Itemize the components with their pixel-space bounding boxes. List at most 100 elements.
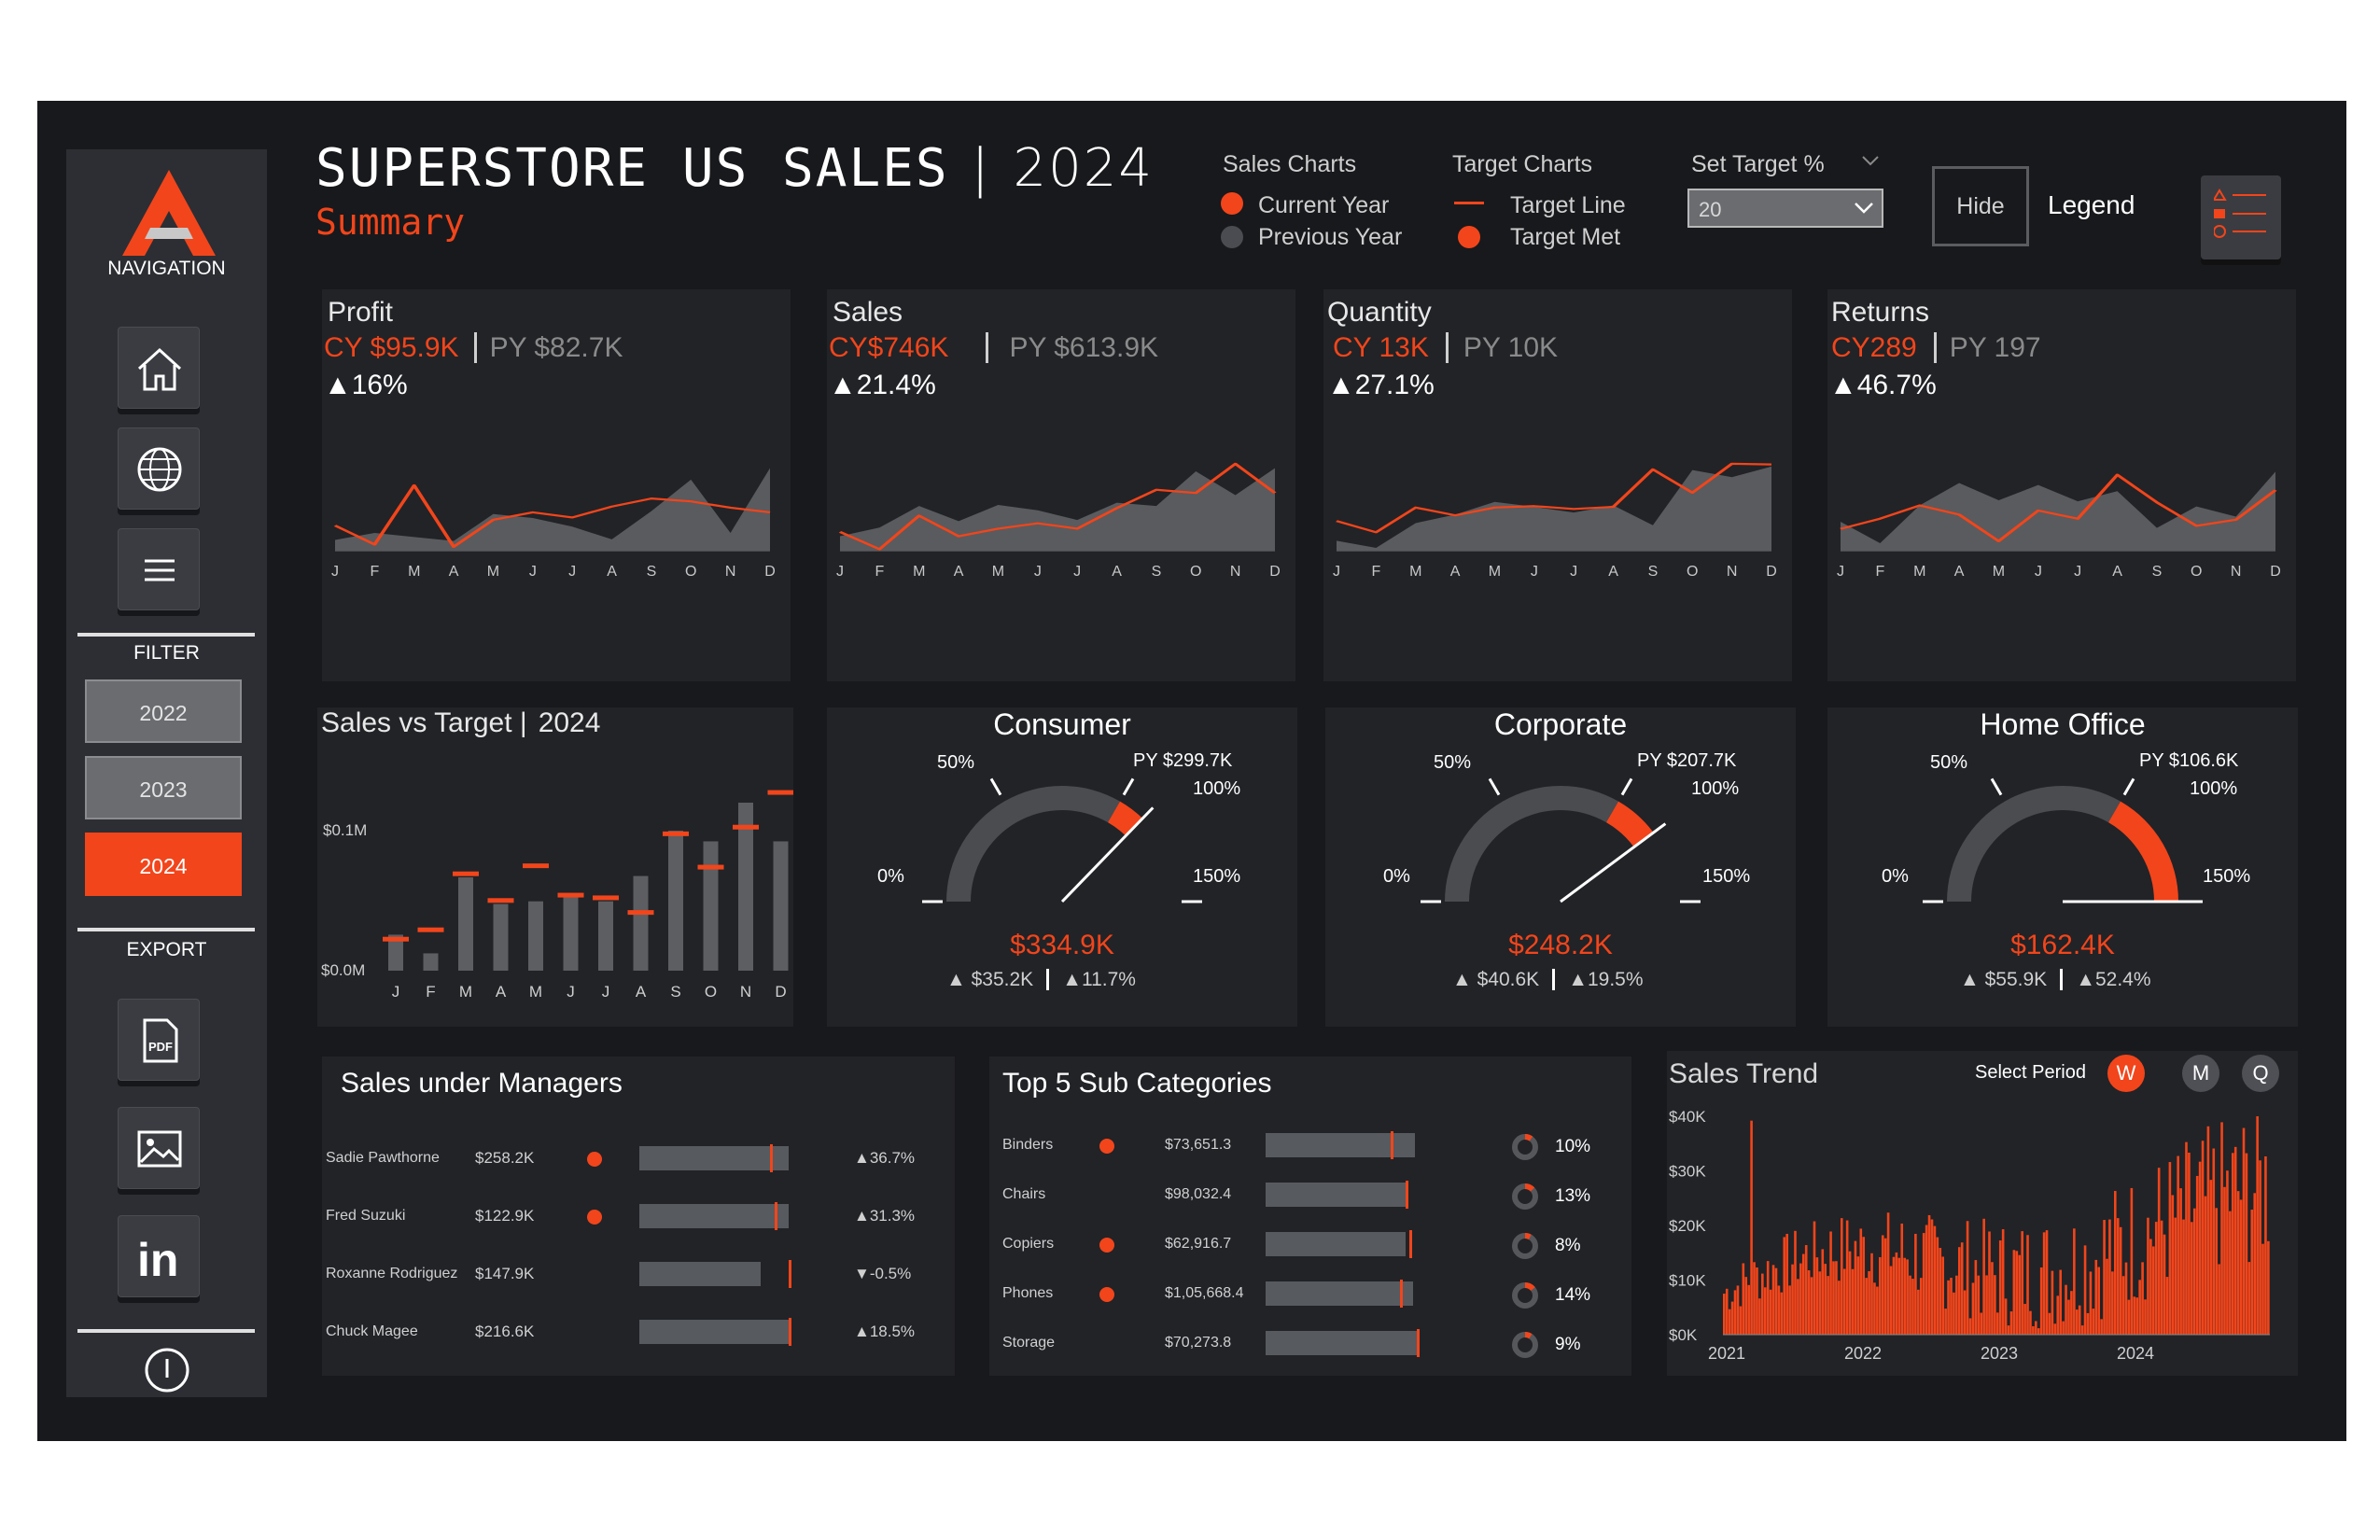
- export-pdf-button[interactable]: PDF: [118, 999, 200, 1081]
- hide-legend-button[interactable]: Hide: [1932, 166, 2029, 246]
- current-year-line: [333, 483, 771, 548]
- x-tick-label: 2022: [1844, 1344, 1882, 1363]
- trend-title: Sales Trend: [1669, 1058, 1819, 1089]
- manager-target-marker: [770, 1144, 773, 1172]
- trend-bar: [1742, 1263, 1745, 1335]
- gauge-value: $334.9K: [1010, 930, 1114, 960]
- subcategory-target-marker: [1417, 1329, 1420, 1357]
- trend-bar: [2267, 1240, 2270, 1335]
- year-2024-button[interactable]: 2024: [85, 833, 242, 896]
- period-quarter-button[interactable]: Q: [2242, 1055, 2279, 1092]
- kpi-returns-panel: Returns CY289 PY 197 ▲46.7% J F M A M J J A S O N D: [1827, 289, 2296, 681]
- trend-bar: [2259, 1160, 2261, 1335]
- x-tick-label: N: [1230, 564, 1241, 580]
- export-image-button[interactable]: [118, 1107, 200, 1189]
- trend-bar: [1895, 1252, 1898, 1335]
- set-target-value: 20: [1699, 198, 1722, 221]
- trend-bar: [1881, 1235, 1884, 1335]
- trend-bar: [2042, 1232, 2046, 1335]
- trend-bar: [1744, 1277, 1748, 1335]
- svt-y-top: $0.1M: [323, 821, 368, 839]
- sales-bar: [633, 875, 649, 971]
- menu-button[interactable]: [118, 528, 200, 610]
- trend-bar: [1879, 1256, 1882, 1335]
- globe-button[interactable]: [118, 427, 200, 510]
- period-month-button[interactable]: M: [2182, 1055, 2219, 1092]
- trend-bar: [2144, 1299, 2147, 1335]
- trend-bar: [1876, 1286, 1879, 1335]
- target-marker: [627, 910, 654, 916]
- x-tick-label: 2023: [1981, 1344, 2018, 1363]
- manager-name: Roxanne Rodriguez: [326, 1266, 458, 1281]
- period-week-button[interactable]: W: [2107, 1055, 2145, 1092]
- year-2023-button[interactable]: 2023: [85, 756, 242, 819]
- manager-target-marker: [789, 1318, 791, 1346]
- trend-bar: [2015, 1251, 2019, 1335]
- trend-bar: [1810, 1277, 1813, 1335]
- trend-bar: [1886, 1212, 1890, 1335]
- trend-bar: [2206, 1126, 2210, 1335]
- tick-50-mark: [1990, 777, 2003, 796]
- info-icon[interactable]: [143, 1346, 191, 1394]
- trend-bar: [1889, 1266, 1893, 1335]
- current-year-swatch: [1221, 192, 1243, 215]
- tick-150: 150%: [1702, 866, 1751, 887]
- trend-bar: [2233, 1146, 2237, 1335]
- manager-row: Roxanne Rodriguez $147.9K ▼-0.5%: [322, 1260, 955, 1290]
- trend-bar: [1873, 1282, 1876, 1335]
- trend-bar: [1980, 1312, 1983, 1335]
- x-tick-label: A: [449, 564, 459, 580]
- set-target-select[interactable]: 20: [1687, 189, 1883, 228]
- trend-bar: [1807, 1270, 1811, 1335]
- trend-bar: [2201, 1141, 2205, 1335]
- trend-bar: [2080, 1325, 2084, 1335]
- x-tick-label: O: [1687, 564, 1698, 580]
- kpi-title: Profit: [328, 297, 394, 328]
- x-tick-label: J: [1531, 564, 1538, 580]
- image-icon: [137, 1130, 182, 1168]
- subcategory-sales: $73,651.3: [1165, 1137, 1232, 1153]
- subcategory-target-marker: [1406, 1181, 1408, 1209]
- tick-0: 0%: [877, 866, 904, 887]
- manager-name: Sadie Pawthorne: [326, 1150, 440, 1166]
- year-2022-button[interactable]: 2022: [85, 679, 242, 743]
- x-tick-label: 2024: [2117, 1344, 2154, 1363]
- current-year-line: [838, 462, 1277, 551]
- home-icon: [137, 347, 182, 391]
- subcategory-sales: $1,05,668.4: [1165, 1285, 1244, 1301]
- trend-bar: [2256, 1116, 2259, 1335]
- trend-bar: [2204, 1196, 2207, 1335]
- subcategory-share: 8%: [1555, 1236, 1581, 1255]
- kpi-change: ▲21.4%: [829, 370, 936, 400]
- trend-bar: [2070, 1291, 2073, 1335]
- trend-bar: [1788, 1285, 1791, 1335]
- trend-bar: [1925, 1225, 1928, 1335]
- tick-0: 0%: [1882, 866, 1909, 887]
- trend-bar: [1771, 1265, 1775, 1335]
- target-met-dot: [1099, 1139, 1114, 1154]
- target-marker: [453, 871, 479, 876]
- trend-bar: [2261, 1243, 2264, 1335]
- x-tick-label: M: [459, 983, 472, 1001]
- svg-text:in: in: [137, 1234, 178, 1281]
- previous-year-area: [1841, 471, 2275, 552]
- trend-bar: [1856, 1256, 1860, 1335]
- page-title: SUPERSTORE US SALES | 2024: [315, 138, 1154, 199]
- x-tick-label: F: [370, 564, 379, 580]
- home-button[interactable]: [118, 327, 200, 409]
- trend-bar: [2154, 1222, 2158, 1335]
- tick-100-mark: [1620, 777, 1633, 796]
- trend-bar: [1914, 1233, 1917, 1335]
- linkedin-button[interactable]: in: [118, 1215, 200, 1297]
- trend-bar: [2056, 1295, 2060, 1335]
- previous-year-area: [335, 468, 770, 552]
- trend-bar: [1953, 1292, 1955, 1335]
- trend-bar: [2165, 1277, 2169, 1335]
- legend-toggle-button[interactable]: [2201, 175, 2281, 259]
- chevron-down-icon: [1855, 203, 1873, 214]
- trend-bar: [1996, 1312, 1999, 1335]
- trend-bar: [1939, 1248, 1942, 1335]
- trend-bar: [2215, 1208, 2218, 1335]
- trend-bar: [2124, 1262, 2128, 1335]
